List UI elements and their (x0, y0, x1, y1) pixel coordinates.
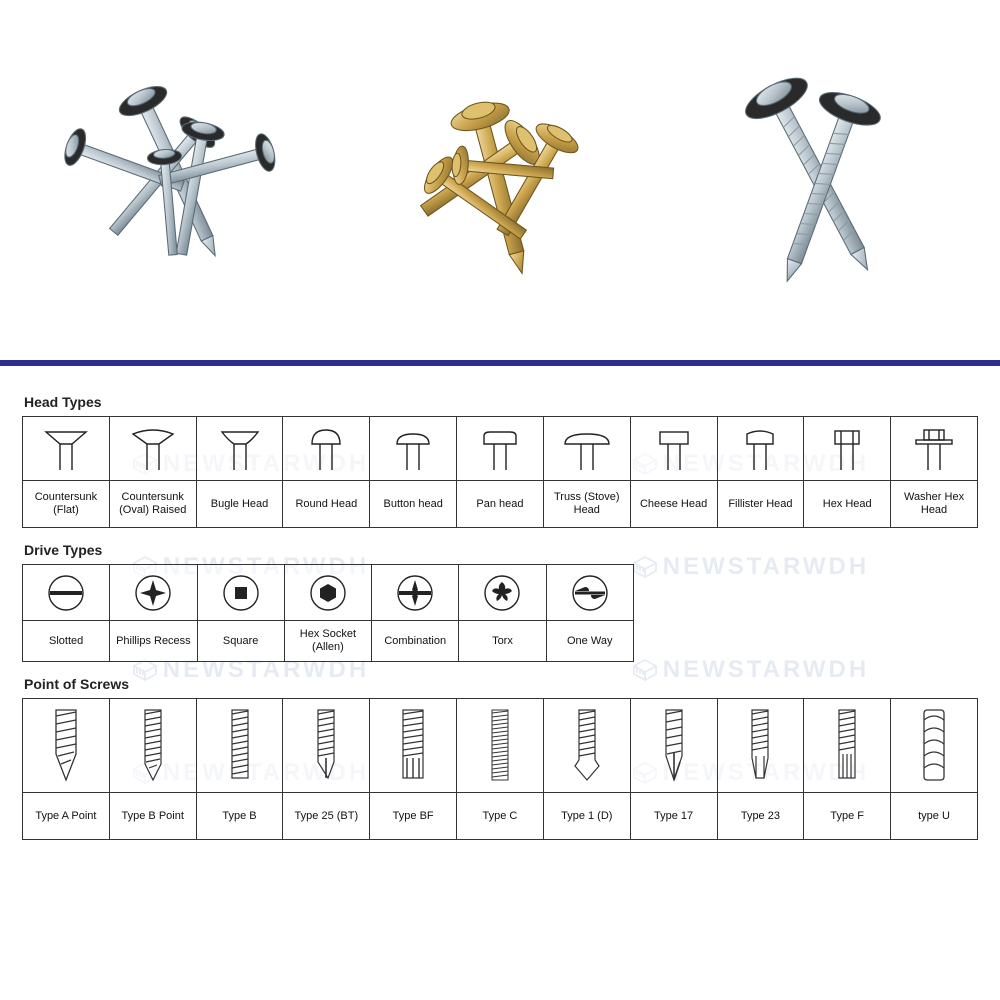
point-f-cell: Type F (804, 699, 891, 839)
head-types-title: Head Types (24, 394, 978, 410)
drive-phillips-icon (110, 565, 196, 621)
point-25-icon (283, 699, 369, 793)
head-washer-hex-cell: Washer Hex Head (891, 417, 977, 527)
drive-phillips-label: Phillips Recess (110, 621, 196, 661)
drive-square-cell: Square (198, 565, 285, 661)
point-u-icon (891, 699, 977, 793)
head-bugle-cell: Bugle Head (197, 417, 284, 527)
head-countersunk-icon (23, 417, 109, 481)
point-23-label: Type 23 (718, 793, 804, 839)
head-hex-label: Hex Head (804, 481, 890, 527)
point-b2-cell: Type B (197, 699, 284, 839)
point-b-label: Type B Point (110, 793, 196, 839)
head-button-cell: Button head (370, 417, 457, 527)
point-c-label: Type C (457, 793, 543, 839)
drive-hex-label: Hex Socket (Allen) (285, 621, 371, 661)
point-17-cell: Type 17 (631, 699, 718, 839)
point-f-label: Type F (804, 793, 890, 839)
head-bugle-icon (197, 417, 283, 481)
point-17-label: Type 17 (631, 793, 717, 839)
head-truss-label: Truss (Stove) Head (544, 481, 630, 527)
head-types-table: Countersunk (Flat)Countersunk (Oval) Rai… (22, 416, 978, 528)
drive-square-icon (198, 565, 284, 621)
point-25-cell: Type 25 (BT) (283, 699, 370, 839)
product-photo-row (0, 0, 1000, 360)
point-23-icon (718, 699, 804, 793)
head-countersunk-oval-cell: Countersunk (Oval) Raised (110, 417, 197, 527)
head-washer-hex-icon (891, 417, 977, 481)
drive-combination-icon (372, 565, 458, 621)
drive-square-label: Square (198, 621, 284, 661)
drive-combination-label: Combination (372, 621, 458, 661)
point-23-cell: Type 23 (718, 699, 805, 839)
point-c-icon (457, 699, 543, 793)
section-divider (0, 360, 1000, 366)
drive-types-title: Drive Types (24, 542, 978, 558)
point-bf-label: Type BF (370, 793, 456, 839)
head-round-cell: Round Head (283, 417, 370, 527)
head-cheese-cell: Cheese Head (631, 417, 718, 527)
screw-type-charts: NEWSTARWDHNEWSTARWDH NEWSTARWDHNEWSTARWD… (0, 372, 1000, 864)
point-types-table: Type A PointType B PointType BType 25 (B… (22, 698, 978, 840)
point-1d-label: Type 1 (D) (544, 793, 630, 839)
drive-types-table: SlottedPhillips RecessSquareHex Socket (… (22, 564, 634, 662)
point-a-cell: Type A Point (23, 699, 110, 839)
head-countersunk-label: Countersunk (Flat) (23, 481, 109, 527)
head-fillister-icon (718, 417, 804, 481)
point-c-cell: Type C (457, 699, 544, 839)
product-photo-gold-pile (340, 30, 660, 330)
drive-oneway-cell: One Way (547, 565, 633, 661)
head-truss-cell: Truss (Stove) Head (544, 417, 631, 527)
head-round-icon (283, 417, 369, 481)
drive-slotted-label: Slotted (23, 621, 109, 661)
point-f-icon (804, 699, 890, 793)
head-cheese-label: Cheese Head (631, 481, 717, 527)
head-truss-icon (544, 417, 630, 481)
point-b2-label: Type B (197, 793, 283, 839)
point-u-label: type U (891, 793, 977, 839)
drive-slotted-cell: Slotted (23, 565, 110, 661)
point-u-cell: type U (891, 699, 977, 839)
drive-hex-icon (285, 565, 371, 621)
point-1d-cell: Type 1 (D) (544, 699, 631, 839)
drive-torx-label: Torx (459, 621, 545, 661)
head-countersunk-oval-label: Countersunk (Oval) Raised (110, 481, 196, 527)
point-17-icon (631, 699, 717, 793)
drive-torx-cell: Torx (459, 565, 546, 661)
head-hex-cell: Hex Head (804, 417, 891, 527)
head-bugle-label: Bugle Head (197, 481, 283, 527)
drive-slotted-icon (23, 565, 109, 621)
point-a-icon (23, 699, 109, 793)
product-photo-silver-pile (20, 30, 340, 330)
point-a-label: Type A Point (23, 793, 109, 839)
product-photo-silver-cross (660, 30, 980, 330)
point-1d-icon (544, 699, 630, 793)
drive-combination-cell: Combination (372, 565, 459, 661)
drive-oneway-label: One Way (547, 621, 633, 661)
point-types-title: Point of Screws (24, 676, 978, 692)
head-button-label: Button head (370, 481, 456, 527)
drive-phillips-cell: Phillips Recess (110, 565, 197, 661)
drive-hex-cell: Hex Socket (Allen) (285, 565, 372, 661)
head-pan-label: Pan head (457, 481, 543, 527)
drive-torx-icon (459, 565, 545, 621)
head-pan-icon (457, 417, 543, 481)
head-button-icon (370, 417, 456, 481)
point-b2-icon (197, 699, 283, 793)
head-hex-icon (804, 417, 890, 481)
point-bf-cell: Type BF (370, 699, 457, 839)
point-b-cell: Type B Point (110, 699, 197, 839)
drive-oneway-icon (547, 565, 633, 621)
head-washer-hex-label: Washer Hex Head (891, 481, 977, 527)
head-pan-cell: Pan head (457, 417, 544, 527)
head-countersunk-oval-icon (110, 417, 196, 481)
head-cheese-icon (631, 417, 717, 481)
head-fillister-label: Fillister Head (718, 481, 804, 527)
head-countersunk-cell: Countersunk (Flat) (23, 417, 110, 527)
point-bf-icon (370, 699, 456, 793)
point-b-icon (110, 699, 196, 793)
head-round-label: Round Head (283, 481, 369, 527)
point-25-label: Type 25 (BT) (283, 793, 369, 839)
head-fillister-cell: Fillister Head (718, 417, 805, 527)
